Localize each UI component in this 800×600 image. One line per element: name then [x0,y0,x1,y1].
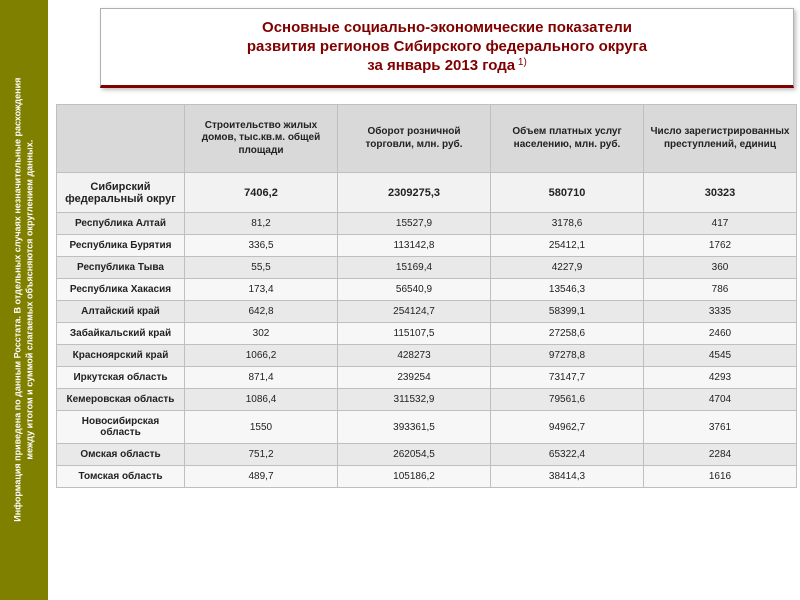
value-cell: 262054,5 [338,444,491,466]
value-cell: 1550 [185,411,338,444]
data-table-wrap: Строительство жилых домов, тыс.кв.м. общ… [56,104,796,488]
title-line1: Основные социально-экономические показат… [262,19,632,36]
value-cell: 105186,2 [338,466,491,488]
value-cell: 79561,6 [491,389,644,411]
table-row: Республика Бурятия336,5113142,825412,117… [57,235,797,257]
region-cell: Омская область [57,444,185,466]
header-row: Строительство жилых домов, тыс.кв.м. общ… [57,105,797,173]
value-cell: 751,2 [185,444,338,466]
summary-v1: 7406,2 [185,173,338,213]
value-cell: 2284 [644,444,797,466]
value-cell: 73147,7 [491,367,644,389]
region-cell: Республика Алтай [57,213,185,235]
page-title: Основные социально-экономические показат… [115,19,779,75]
data-table: Строительство жилых домов, тыс.кв.м. общ… [56,104,797,488]
value-cell: 4545 [644,345,797,367]
value-cell: 360 [644,257,797,279]
value-cell: 428273 [338,345,491,367]
table-row: Новосибирская область1550393361,594962,7… [57,411,797,444]
table-row: Республика Хакасия173,456540,913546,3786 [57,279,797,301]
value-cell: 27258,6 [491,323,644,345]
value-cell: 97278,8 [491,345,644,367]
table-row: Республика Тыва55,515169,44227,9360 [57,257,797,279]
title-line2: развития регионов Сибирского федеральног… [247,38,647,55]
value-cell: 1762 [644,235,797,257]
region-cell: Красноярский край [57,345,185,367]
value-cell: 489,7 [185,466,338,488]
sidebar-note: Информация приведена по данным Росстата.… [0,0,48,600]
value-cell: 115107,5 [338,323,491,345]
table-body: Сибирский федеральный округ 7406,2 23092… [57,173,797,488]
region-cell: Забайкальский край [57,323,185,345]
value-cell: 1616 [644,466,797,488]
value-cell: 302 [185,323,338,345]
value-cell: 38414,3 [491,466,644,488]
title-line3: за январь 2013 года [367,57,515,74]
value-cell: 4227,9 [491,257,644,279]
value-cell: 1066,2 [185,345,338,367]
summary-region: Сибирский федеральный округ [57,173,185,213]
value-cell: 65322,4 [491,444,644,466]
value-cell: 786 [644,279,797,301]
value-cell: 3761 [644,411,797,444]
col-blank [57,105,185,173]
table-row: Забайкальский край302115107,527258,62460 [57,323,797,345]
summary-row: Сибирский федеральный округ 7406,2 23092… [57,173,797,213]
col-crimes: Число зарегистрированных преступлений, е… [644,105,797,173]
value-cell: 417 [644,213,797,235]
region-cell: Республика Бурятия [57,235,185,257]
value-cell: 239254 [338,367,491,389]
value-cell: 4293 [644,367,797,389]
title-box: Основные социально-экономические показат… [100,8,794,88]
table-row: Томская область489,7105186,238414,31616 [57,466,797,488]
col-services: Объем платных услуг населению, млн. руб. [491,105,644,173]
value-cell: 113142,8 [338,235,491,257]
value-cell: 393361,5 [338,411,491,444]
value-cell: 2460 [644,323,797,345]
region-cell: Алтайский край [57,301,185,323]
summary-v3: 580710 [491,173,644,213]
value-cell: 871,4 [185,367,338,389]
value-cell: 15169,4 [338,257,491,279]
sidebar-note-text: Информация приведена по данным Росстата.… [12,78,35,522]
value-cell: 4704 [644,389,797,411]
region-cell: Кемеровская область [57,389,185,411]
table-row: Иркутская область871,423925473147,74293 [57,367,797,389]
value-cell: 13546,3 [491,279,644,301]
value-cell: 55,5 [185,257,338,279]
region-cell: Республика Тыва [57,257,185,279]
summary-v2: 2309275,3 [338,173,491,213]
region-cell: Новосибирская область [57,411,185,444]
region-cell: Иркутская область [57,367,185,389]
value-cell: 25412,1 [491,235,644,257]
value-cell: 3335 [644,301,797,323]
value-cell: 336,5 [185,235,338,257]
summary-v4: 30323 [644,173,797,213]
title-footnote: 1) [515,57,527,68]
value-cell: 254124,7 [338,301,491,323]
value-cell: 81,2 [185,213,338,235]
value-cell: 15527,9 [338,213,491,235]
table-row: Кемеровская область1086,4311532,979561,6… [57,389,797,411]
table-row: Омская область751,2262054,565322,42284 [57,444,797,466]
sidebar-line1: Информация приведена по данным Росстата.… [12,78,22,522]
value-cell: 1086,4 [185,389,338,411]
value-cell: 56540,9 [338,279,491,301]
sidebar-line2: между итогом и суммой слагаемых объясняю… [24,140,34,460]
col-retail: Оборот розничной торговли, млн. руб. [338,105,491,173]
region-cell: Республика Хакасия [57,279,185,301]
value-cell: 173,4 [185,279,338,301]
value-cell: 94962,7 [491,411,644,444]
table-row: Красноярский край1066,242827397278,84545 [57,345,797,367]
table-row: Республика Алтай81,215527,93178,6417 [57,213,797,235]
table-row: Алтайский край642,8254124,758399,13335 [57,301,797,323]
value-cell: 58399,1 [491,301,644,323]
value-cell: 3178,6 [491,213,644,235]
value-cell: 311532,9 [338,389,491,411]
region-cell: Томская область [57,466,185,488]
col-construction: Строительство жилых домов, тыс.кв.м. общ… [185,105,338,173]
value-cell: 642,8 [185,301,338,323]
table-header: Строительство жилых домов, тыс.кв.м. общ… [57,105,797,173]
